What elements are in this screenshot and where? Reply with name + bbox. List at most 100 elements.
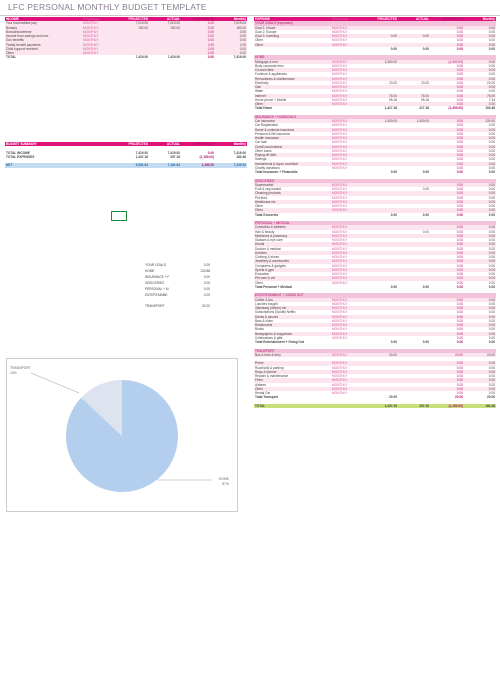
frequency-cell[interactable]: MONTHLY bbox=[83, 51, 99, 55]
difference-cell[interactable]: 0.00 bbox=[456, 382, 463, 387]
monthly-cell[interactable]: 0.00 bbox=[488, 250, 495, 255]
difference-cell[interactable]: 0.00 bbox=[456, 123, 463, 128]
difference-cell[interactable]: DIFFERENCE bbox=[193, 17, 214, 21]
monthly-cell[interactable]: 0.00 bbox=[488, 153, 495, 157]
item-label[interactable]: Goal 1: House bbox=[255, 25, 276, 30]
difference-cell[interactable]: 0.00 bbox=[207, 55, 214, 60]
actual-cell[interactable]: 7,019.00 bbox=[167, 21, 180, 26]
actual-cell[interactable]: 7,419.00 bbox=[167, 55, 180, 60]
frequency-cell[interactable] bbox=[332, 106, 366, 110]
monthly-cell[interactable]: 0.00 bbox=[488, 72, 495, 77]
difference-cell[interactable]: 0.00 bbox=[456, 391, 463, 395]
difference-cell[interactable]: 0.00 bbox=[207, 46, 214, 51]
monthly-cell[interactable]: 0.00 bbox=[488, 335, 495, 340]
difference-cell[interactable]: 0.00 bbox=[456, 199, 463, 204]
projected-cell[interactable]: 7,419.00 bbox=[135, 150, 148, 155]
monthly-cell[interactable]: 0.00 bbox=[488, 63, 495, 68]
item-label[interactable]: Rego & license bbox=[255, 369, 277, 374]
item-label[interactable]: Medicines & pharmacy bbox=[255, 233, 288, 238]
difference-cell[interactable]: 0.00 bbox=[456, 369, 463, 374]
item-label[interactable]: Home phone + Mobile bbox=[255, 97, 287, 102]
monthly-cell[interactable]: 0.00 bbox=[488, 148, 495, 153]
difference-cell[interactable]: 0.00 bbox=[456, 378, 463, 383]
frequency-cell[interactable]: MONTHLY bbox=[332, 76, 348, 81]
item-label[interactable]: BUDGET SUMMARY bbox=[6, 142, 37, 146]
item-label[interactable]: Body corporate fees bbox=[255, 63, 284, 68]
frequency-cell[interactable] bbox=[83, 155, 117, 159]
actual-cell[interactable]: 20.00 bbox=[421, 80, 429, 85]
item-label[interactable]: Dental bbox=[255, 242, 265, 247]
difference-cell[interactable]: 0.00 bbox=[456, 314, 463, 319]
monthly-cell[interactable]: Monthly bbox=[233, 17, 246, 21]
item-label[interactable]: Jewellery & accessories bbox=[255, 259, 290, 264]
item-label[interactable]: Pet care & vet bbox=[255, 276, 276, 281]
projected-cell[interactable]: 150.00 bbox=[138, 25, 148, 30]
monthly-cell[interactable]: 0.00 bbox=[488, 123, 495, 128]
item-label[interactable]: Total Personal + Medical bbox=[255, 284, 293, 289]
frequency-cell[interactable]: MONTHLY bbox=[332, 255, 348, 259]
item-label[interactable]: Your income/take pay bbox=[6, 21, 37, 26]
monthly-cell[interactable]: 0.00 bbox=[488, 276, 495, 281]
actual-cell[interactable]: 257.16 bbox=[170, 154, 180, 159]
difference-cell[interactable]: 0.00 bbox=[456, 250, 463, 255]
projected-cell[interactable]: PROJECTED bbox=[128, 17, 148, 21]
item-label[interactable]: Total Insurance + Financials bbox=[255, 170, 298, 174]
monthly-cell[interactable]: 76.00 bbox=[487, 93, 495, 98]
projected-cell[interactable]: 0.00 bbox=[390, 212, 397, 217]
item-label[interactable]: Fines bbox=[255, 378, 263, 383]
difference-cell[interactable]: (1,180.00) bbox=[448, 403, 463, 408]
item-label[interactable]: Computers & gadgets bbox=[255, 263, 286, 268]
monthly-cell[interactable]: 0.00 bbox=[488, 327, 495, 332]
monthly-cell[interactable]: 0.00 bbox=[488, 25, 495, 30]
difference-cell[interactable]: 0.00 bbox=[456, 89, 463, 94]
monthly-cell[interactable]: 0.00 bbox=[239, 51, 246, 55]
item-label[interactable]: Bursary bbox=[6, 25, 17, 30]
item-label[interactable]: Income from savings and inve bbox=[6, 34, 49, 38]
difference-cell[interactable]: (1,400.00) bbox=[448, 106, 463, 111]
monthly-cell[interactable]: 0.00 bbox=[488, 59, 495, 64]
difference-cell[interactable]: 0.00 bbox=[456, 272, 463, 276]
projected-cell[interactable]: 1,437.16 bbox=[135, 154, 148, 159]
frequency-cell[interactable]: MONTHLY bbox=[83, 42, 99, 47]
difference-cell[interactable]: 0.00 bbox=[456, 80, 463, 85]
monthly-cell[interactable]: 0.00 bbox=[488, 46, 495, 51]
difference-cell[interactable]: 0.00 bbox=[456, 331, 463, 336]
monthly-cell[interactable]: 0.00 bbox=[239, 34, 246, 38]
frequency-cell[interactable]: MONTHLY bbox=[332, 250, 348, 255]
item-label[interactable]: Water bbox=[255, 89, 264, 94]
monthly-cell[interactable]: 7,419.00 bbox=[233, 55, 246, 60]
item-label[interactable]: TOTAL bbox=[6, 55, 17, 60]
actual-cell[interactable]: 0.00 bbox=[422, 34, 429, 38]
projected-cell[interactable]: 76.00 bbox=[389, 93, 397, 98]
frequency-cell[interactable]: MONTHLY bbox=[332, 34, 348, 38]
frequency-cell[interactable]: MONTHLY bbox=[332, 242, 348, 247]
frequency-cell[interactable]: MONTHLY bbox=[332, 148, 348, 153]
difference-cell[interactable]: 0.00 bbox=[456, 246, 463, 251]
difference-cell[interactable]: 0.00 bbox=[456, 170, 463, 174]
frequency-cell[interactable]: MONTHLY bbox=[83, 46, 99, 51]
difference-cell[interactable]: 0.00 bbox=[456, 323, 463, 327]
monthly-cell[interactable]: 0.00 bbox=[488, 284, 495, 289]
frequency-cell[interactable]: MONTHLY bbox=[332, 136, 348, 140]
frequency-cell[interactable] bbox=[332, 47, 366, 51]
frequency-cell[interactable]: MONTHLY bbox=[332, 280, 348, 285]
actual-cell[interactable]: 0.00 bbox=[422, 187, 429, 191]
monthly-cell[interactable]: 0.00 bbox=[488, 233, 495, 238]
frequency-cell[interactable]: MONTHLY bbox=[332, 63, 348, 68]
difference-cell[interactable]: 0.00 bbox=[456, 76, 463, 81]
pie-slice-transport[interactable] bbox=[81, 380, 122, 436]
item-label[interactable]: Renovations & maintenance bbox=[255, 76, 295, 81]
item-label[interactable]: Electricity bbox=[255, 80, 269, 85]
frequency-cell[interactable]: MONTHLY bbox=[332, 335, 348, 340]
difference-cell[interactable]: 0.00 bbox=[456, 85, 463, 89]
monthly-cell[interactable]: 0.00 bbox=[488, 76, 495, 81]
difference-cell[interactable]: 0.00 bbox=[456, 212, 463, 217]
monthly-cell[interactable]: 7.44 bbox=[488, 97, 495, 102]
selected-cell[interactable] bbox=[111, 211, 127, 221]
actual-cell[interactable]: 0.00 bbox=[422, 170, 429, 174]
difference-cell[interactable]: 0.00 bbox=[456, 182, 463, 187]
monthly-cell[interactable]: 103.48 bbox=[485, 106, 495, 111]
item-label[interactable]: Other bbox=[255, 204, 263, 208]
actual-cell[interactable]: ACTUAL bbox=[166, 142, 180, 146]
frequency-cell[interactable]: MONTHLY bbox=[332, 68, 348, 72]
